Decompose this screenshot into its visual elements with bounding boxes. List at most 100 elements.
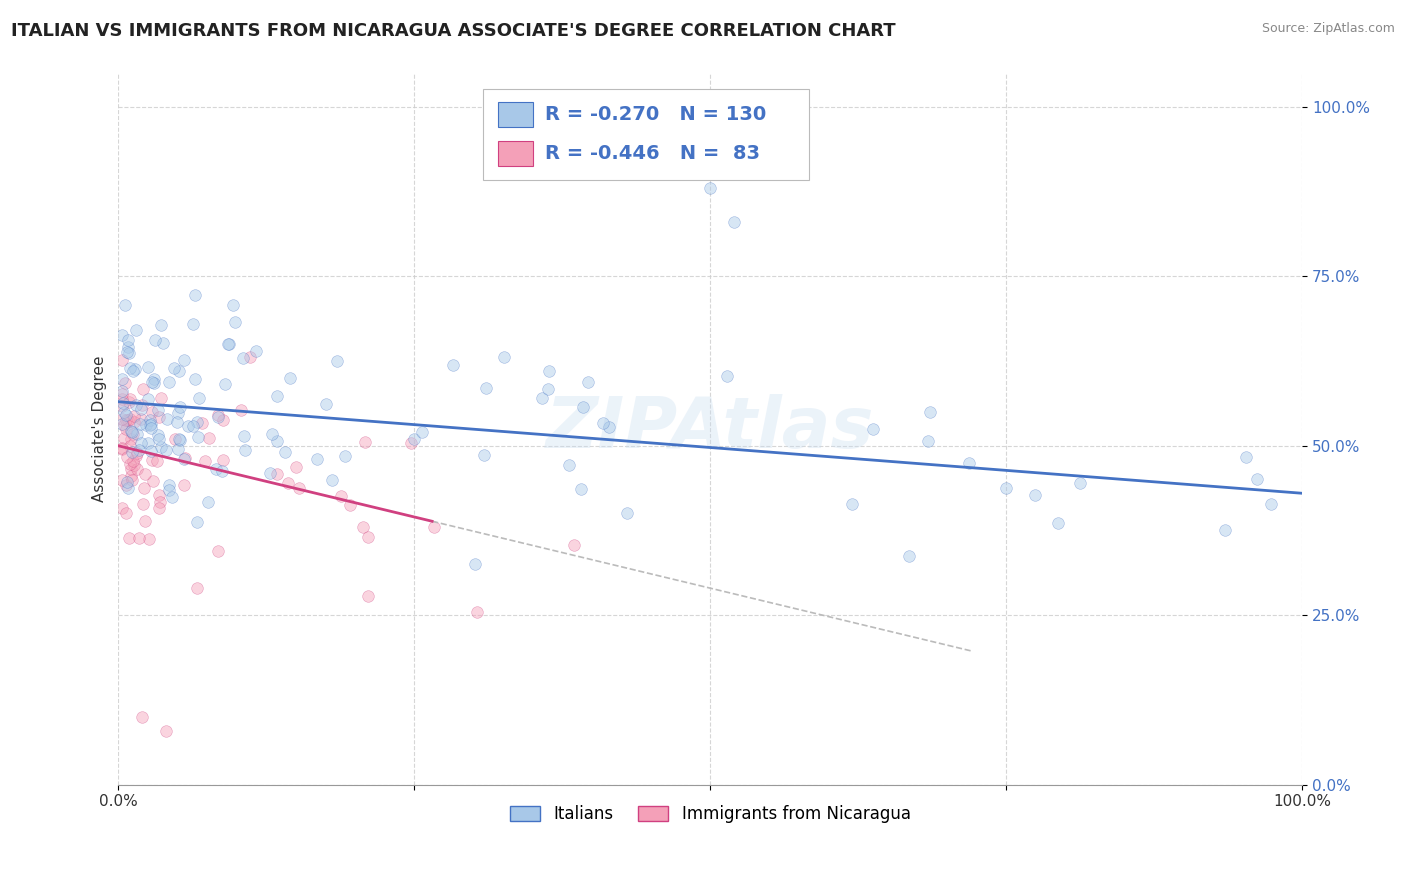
Point xyxy=(120,424,142,438)
Point xyxy=(129,417,152,431)
Point xyxy=(194,454,217,468)
Point xyxy=(266,389,288,403)
Point xyxy=(118,392,141,407)
Point xyxy=(463,557,485,571)
Point xyxy=(121,445,143,459)
Legend: Italians, Immigrants from Nicaragua: Italians, Immigrants from Nicaragua xyxy=(503,798,917,830)
Point xyxy=(339,498,361,512)
Point xyxy=(115,475,138,489)
Point xyxy=(120,361,142,376)
Point xyxy=(211,465,233,479)
Point xyxy=(537,364,560,378)
Point xyxy=(120,469,142,483)
Point xyxy=(169,401,191,415)
Point xyxy=(307,452,329,467)
Point xyxy=(111,327,134,342)
Point xyxy=(128,532,150,546)
Point xyxy=(173,478,195,492)
Point xyxy=(699,181,721,195)
Point xyxy=(141,453,163,467)
Point xyxy=(118,531,141,545)
Point xyxy=(131,398,153,412)
Point xyxy=(134,467,156,482)
Point xyxy=(114,478,136,492)
Point xyxy=(564,539,586,553)
Point xyxy=(111,399,134,413)
Point xyxy=(187,430,209,444)
Point xyxy=(173,352,195,367)
Point xyxy=(111,441,134,455)
Point xyxy=(122,427,145,442)
Point xyxy=(136,392,159,406)
Point xyxy=(167,407,190,421)
Point xyxy=(160,491,183,505)
Point xyxy=(150,318,173,332)
Point xyxy=(173,450,195,465)
Point xyxy=(262,427,284,442)
Point xyxy=(128,443,150,458)
Point xyxy=(131,382,153,396)
Point xyxy=(1215,524,1237,538)
Point xyxy=(155,442,177,457)
Point xyxy=(112,396,135,410)
Point xyxy=(148,501,170,516)
Point xyxy=(352,520,374,534)
Point xyxy=(111,417,134,432)
Point xyxy=(207,544,229,558)
Point xyxy=(217,337,239,351)
Point xyxy=(131,412,153,426)
Point xyxy=(1024,488,1046,502)
Point xyxy=(111,500,134,515)
Point xyxy=(115,450,138,464)
Point xyxy=(917,434,939,448)
Point xyxy=(266,434,288,448)
Point xyxy=(117,345,139,359)
Point xyxy=(132,482,155,496)
Point xyxy=(356,589,378,603)
Point xyxy=(139,412,162,426)
Point xyxy=(121,454,143,468)
Point xyxy=(115,408,138,422)
Point xyxy=(120,457,142,471)
Point xyxy=(222,298,245,312)
Point xyxy=(111,442,134,457)
Point xyxy=(169,433,191,447)
Point xyxy=(186,516,208,530)
Bar xyxy=(498,103,533,128)
Point xyxy=(138,435,160,450)
Point xyxy=(115,412,138,426)
Point xyxy=(675,120,697,135)
Text: Source: ZipAtlas.com: Source: ZipAtlas.com xyxy=(1261,22,1395,36)
Point xyxy=(411,425,433,439)
Point xyxy=(148,488,170,502)
Point xyxy=(114,376,136,390)
Point xyxy=(245,343,267,358)
Point xyxy=(592,417,614,431)
Point xyxy=(1046,516,1069,531)
Point xyxy=(576,375,599,389)
Point xyxy=(165,432,187,446)
Point xyxy=(146,453,169,467)
Point xyxy=(117,333,139,347)
Point xyxy=(569,483,592,497)
Point xyxy=(139,421,162,435)
Point xyxy=(475,380,498,394)
Point xyxy=(132,497,155,511)
Point xyxy=(115,422,138,436)
Point xyxy=(129,402,152,417)
Point xyxy=(898,549,921,563)
Point xyxy=(616,506,638,520)
Point xyxy=(125,446,148,460)
FancyBboxPatch shape xyxy=(484,88,808,180)
Point xyxy=(169,364,191,378)
Point xyxy=(211,413,233,427)
Point xyxy=(141,417,163,432)
Text: R = -0.446   N =  83: R = -0.446 N = 83 xyxy=(546,144,761,163)
Point xyxy=(141,405,163,419)
Point xyxy=(177,418,200,433)
Point xyxy=(127,427,149,442)
Point xyxy=(1069,475,1091,490)
Point xyxy=(197,495,219,509)
Point xyxy=(118,395,141,409)
Point xyxy=(232,351,254,366)
